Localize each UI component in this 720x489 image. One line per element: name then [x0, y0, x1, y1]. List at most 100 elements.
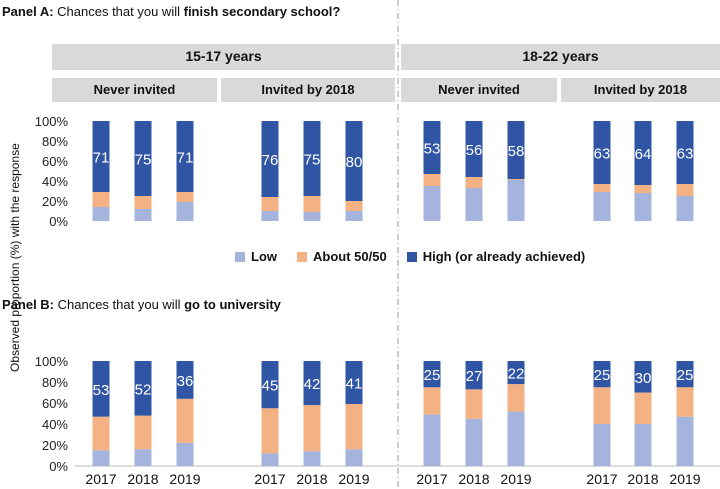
bar-segment-high	[507, 361, 525, 385]
bar-segment-low	[92, 207, 110, 221]
bar-segment-mid	[345, 201, 363, 211]
legend-label-high: High (or already achieved)	[422, 249, 586, 264]
data-label: 25	[424, 367, 441, 384]
bar-segment-mid	[303, 405, 321, 452]
data-label: 63	[677, 146, 694, 163]
bar-segment-high	[261, 121, 279, 197]
bar-segment-high	[303, 121, 321, 196]
bar-segment-low	[92, 450, 110, 466]
data-label: 45	[262, 378, 279, 395]
x-tick-label: 2017	[416, 471, 447, 487]
bar-segment-high	[593, 121, 611, 184]
bar-segment-high	[176, 121, 194, 192]
y-tick-label: 80%	[42, 375, 68, 390]
bar-segment-low	[261, 211, 279, 221]
y-tick-label: 0%	[49, 459, 68, 474]
data-label: 30	[635, 370, 652, 387]
data-label: 53	[93, 382, 110, 399]
x-tick-label: 2019	[169, 471, 200, 487]
y-tick-label: 40%	[42, 417, 68, 432]
legend-label-low: Low	[251, 249, 277, 264]
bar-segment-mid	[423, 174, 441, 186]
data-label: 41	[346, 376, 363, 393]
bar-segment-mid	[176, 192, 194, 202]
panel-b-prefix: Panel B:	[2, 297, 55, 312]
bar-segment-mid	[676, 387, 694, 417]
bar-segment-high	[507, 121, 525, 179]
y-tick-label: 20%	[42, 194, 68, 209]
y-tick-label: 60%	[42, 154, 68, 169]
bar-segment-low	[423, 186, 441, 221]
legend: Low About 50/50 High (or already achieve…	[235, 249, 585, 264]
bar-segment-mid	[134, 196, 152, 209]
bar-segment-mid	[634, 392, 652, 424]
bar-segment-mid	[507, 384, 525, 412]
bar-segment-low	[176, 442, 194, 466]
bar-segment-low	[676, 196, 694, 221]
bar-segment-low	[134, 449, 152, 466]
data-label: 25	[677, 367, 694, 384]
data-label: 80	[346, 154, 363, 171]
bar-segment-mid	[92, 416, 110, 451]
bar-segment-mid	[261, 197, 279, 211]
data-label: 75	[304, 152, 321, 169]
data-label: 76	[262, 152, 279, 169]
data-label: 75	[135, 152, 152, 169]
y-tick-label: 20%	[42, 438, 68, 453]
bar-segment-low	[507, 180, 525, 221]
bar-segment-high	[423, 121, 441, 174]
x-tick-label: 2018	[296, 471, 327, 487]
subgroup-label: Invited by 2018	[561, 78, 720, 102]
bar-segment-mid	[261, 408, 279, 454]
bar-segment-high	[92, 121, 110, 192]
bar-segment-high	[634, 361, 652, 393]
data-label: 64	[635, 146, 652, 163]
bar-segment-high	[593, 361, 611, 388]
bar-segment-mid	[676, 184, 694, 196]
legend-swatch-low	[235, 251, 245, 262]
bar-segment-high	[345, 121, 363, 201]
bar-segment-low	[593, 192, 611, 221]
bar-segment-high	[92, 361, 110, 417]
bar-segment-high	[676, 121, 694, 184]
x-tick-label: 2018	[627, 471, 658, 487]
bar-segment-mid	[176, 398, 194, 443]
bar-segment-mid	[507, 179, 525, 180]
bar-segment-mid	[303, 196, 321, 212]
panel-b-bold: go to university	[184, 297, 281, 312]
bar-segment-high	[423, 361, 441, 388]
bar-segment-low	[676, 416, 694, 466]
bar-segment-low	[634, 193, 652, 221]
x-tick-label: 2019	[669, 471, 700, 487]
bar-segment-mid	[634, 185, 652, 193]
x-tick-label: 2017	[254, 471, 285, 487]
bar-segment-low	[261, 453, 279, 466]
panel-a-prefix: Panel A:	[2, 4, 54, 19]
panel-b-text: Chances that you will	[54, 297, 185, 312]
y-tick-label: 80%	[42, 134, 68, 149]
data-label: 53	[424, 141, 441, 158]
x-tick-label: 2019	[338, 471, 369, 487]
bar-segment-low	[465, 418, 483, 466]
bar-segment-low	[303, 212, 321, 221]
bar-segment-mid	[465, 177, 483, 188]
bar-segment-low	[345, 211, 363, 221]
bar-segment-mid	[423, 387, 441, 415]
panel-a-title: Panel A: Chances that you will finish se…	[2, 4, 340, 19]
bar-segment-high	[465, 361, 483, 390]
bar-segment-mid	[345, 404, 363, 450]
bar-segment-low	[303, 451, 321, 466]
panel-a-bold: finish secondary school?	[183, 4, 341, 19]
bar-segment-low	[507, 411, 525, 466]
bar-segment-low	[176, 202, 194, 221]
bar-segment-high	[465, 121, 483, 177]
age-band-18-22: 18-22 years	[401, 44, 720, 70]
data-label: 71	[177, 150, 194, 167]
x-tick-label: 2019	[500, 471, 531, 487]
bar-segment-mid	[593, 184, 611, 192]
bar-segment-mid	[593, 387, 611, 424]
y-tick-label: 40%	[42, 174, 68, 189]
y-tick-label: 100%	[35, 114, 69, 129]
data-label: 42	[304, 376, 321, 393]
